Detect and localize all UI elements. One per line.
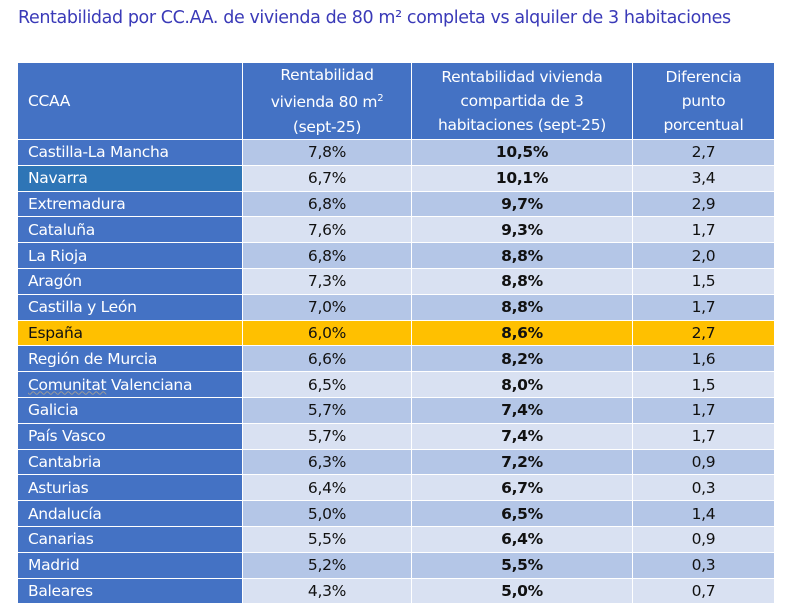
cell-rentabilidad-80: 7,8% [242,139,412,166]
cell-rentabilidad-compartida: 10,5% [411,139,633,166]
cell-rentabilidad-80: 5,7% [242,396,412,424]
cell-rentabilidad-compartida: 9,7% [411,190,633,218]
cell-ccaa: Baleares [17,577,243,605]
cell-ccaa: Cantabria [17,448,243,476]
cell-rentabilidad-80: 7,6% [242,216,412,244]
cell-diferencia: 1,7 [632,293,775,321]
table-row: España 6,0% 8,6% 2,7 [17,319,775,347]
cell-rentabilidad-80: 5,2% [242,551,412,579]
cell-rentabilidad-80: 7,3% [242,267,412,295]
cell-rentabilidad-compartida: 8,6% [411,319,633,347]
cell-rentabilidad-80: 7,0% [242,293,412,321]
table-row: Andalucía 5,0% 6,5% 1,4 [17,500,775,527]
cell-ccaa: Comunitat Valenciana [17,371,243,398]
cell-ccaa: Aragón [17,267,243,295]
cell-rentabilidad-compartida: 8,8% [411,267,633,295]
cell-diferencia: 1,4 [632,500,775,527]
cell-diferencia: 1,5 [632,371,775,398]
cell-diferencia: 1,5 [632,267,775,295]
cell-diferencia: 2,7 [632,319,775,347]
cell-diferencia: 1,7 [632,216,775,244]
cell-ccaa: Cataluña [17,216,243,244]
cell-rentabilidad-80: 6,4% [242,474,412,502]
cell-ccaa: Galicia [17,396,243,424]
cell-ccaa: Castilla-La Mancha [17,139,243,166]
cell-rentabilidad-compartida: 5,0% [411,577,633,605]
table-row: La Rioja 6,8% 8,8% 2,0 [17,242,775,269]
cell-rentabilidad-80: 6,0% [242,319,412,347]
cell-diferencia: 0,3 [632,551,775,579]
table-row: Región de Murcia 6,6% 8,2% 1,6 [17,345,775,373]
table-row: Extremadura 6,8% 9,7% 2,9 [17,190,775,218]
table-row: Cataluña 7,6% 9,3% 1,7 [17,216,775,244]
cell-rentabilidad-compartida: 8,8% [411,293,633,321]
cell-diferencia: 1,7 [632,396,775,424]
cell-rentabilidad-80: 6,5% [242,371,412,398]
cell-rentabilidad-80: 6,8% [242,190,412,218]
cell-rentabilidad-compartida: 8,0% [411,371,633,398]
table-row: Canarias 5,5% 6,4% 0,9 [17,525,775,553]
table-row: Navarra 6,7% 10,1% 3,4 [17,164,775,192]
table-title: Rentabilidad por CC.AA. de vivienda de 8… [18,8,731,28]
cell-rentabilidad-80: 4,3% [242,577,412,605]
table-row: Aragón 7,3% 8,8% 1,5 [17,267,775,295]
header-rentabilidad-compartida: Rentabilidad vivienda compartida de 3 ha… [411,62,633,140]
cell-rentabilidad-compartida: 8,2% [411,345,633,373]
cell-rentabilidad-80: 5,5% [242,525,412,553]
header-diferencia: Diferencia punto porcentual [632,62,775,140]
table-row: Cantabria 6,3% 7,2% 0,9 [17,448,775,476]
rentabilidad-table: CCAA Rentabilidad vivienda 80 m2 (sept-2… [17,62,775,605]
header-row: CCAA Rentabilidad vivienda 80 m2 (sept-2… [17,62,775,140]
cell-rentabilidad-80: 5,0% [242,500,412,527]
table-row: Madrid 5,2% 5,5% 0,3 [17,551,775,579]
cell-diferencia: 0,3 [632,474,775,502]
cell-rentabilidad-compartida: 7,4% [411,396,633,424]
cell-rentabilidad-compartida: 7,4% [411,422,633,450]
cell-diferencia: 2,7 [632,139,775,166]
cell-rentabilidad-80: 6,6% [242,345,412,373]
cell-ccaa: España [17,319,243,347]
cell-ccaa: País Vasco [17,422,243,450]
cell-ccaa: Canarias [17,525,243,553]
cell-diferencia: 2,9 [632,190,775,218]
cell-rentabilidad-compartida: 6,5% [411,500,633,527]
cell-rentabilidad-compartida: 6,4% [411,525,633,553]
header-ccaa: CCAA [17,62,243,140]
table-row: Castilla-La Mancha 7,8% 10,5% 2,7 [17,139,775,166]
cell-ccaa: Madrid [17,551,243,579]
table-row: Baleares 4,3% 5,0% 0,7 [17,577,775,605]
header-rentabilidad-80: Rentabilidad vivienda 80 m2 (sept-25) [242,62,412,140]
cell-rentabilidad-compartida: 6,7% [411,474,633,502]
table-row: Castilla y León 7,0% 8,8% 1,7 [17,293,775,321]
cell-diferencia: 1,6 [632,345,775,373]
cell-rentabilidad-compartida: 5,5% [411,551,633,579]
cell-rentabilidad-80: 6,8% [242,242,412,269]
table-row: Asturias 6,4% 6,7% 0,3 [17,474,775,502]
cell-diferencia: 0,9 [632,525,775,553]
cell-rentabilidad-compartida: 7,2% [411,448,633,476]
cell-diferencia: 0,7 [632,577,775,605]
cell-rentabilidad-compartida: 10,1% [411,164,633,192]
cell-rentabilidad-80: 6,3% [242,448,412,476]
cell-diferencia: 0,9 [632,448,775,476]
table-row: Galicia 5,7% 7,4% 1,7 [17,396,775,424]
cell-ccaa: Extremadura [17,190,243,218]
table-row: País Vasco 5,7% 7,4% 1,7 [17,422,775,450]
cell-rentabilidad-80: 6,7% [242,164,412,192]
cell-ccaa: Castilla y León [17,293,243,321]
cell-ccaa: Andalucía [17,500,243,527]
cell-diferencia: 3,4 [632,164,775,192]
cell-rentabilidad-80: 5,7% [242,422,412,450]
cell-rentabilidad-compartida: 9,3% [411,216,633,244]
cell-ccaa: La Rioja [17,242,243,269]
cell-rentabilidad-compartida: 8,8% [411,242,633,269]
table-row: Comunitat Valenciana 6,5% 8,0% 1,5 [17,371,775,398]
cell-diferencia: 2,0 [632,242,775,269]
cell-ccaa: Navarra [17,164,243,192]
cell-ccaa: Asturias [17,474,243,502]
cell-ccaa: Región de Murcia [17,345,243,373]
cell-diferencia: 1,7 [632,422,775,450]
